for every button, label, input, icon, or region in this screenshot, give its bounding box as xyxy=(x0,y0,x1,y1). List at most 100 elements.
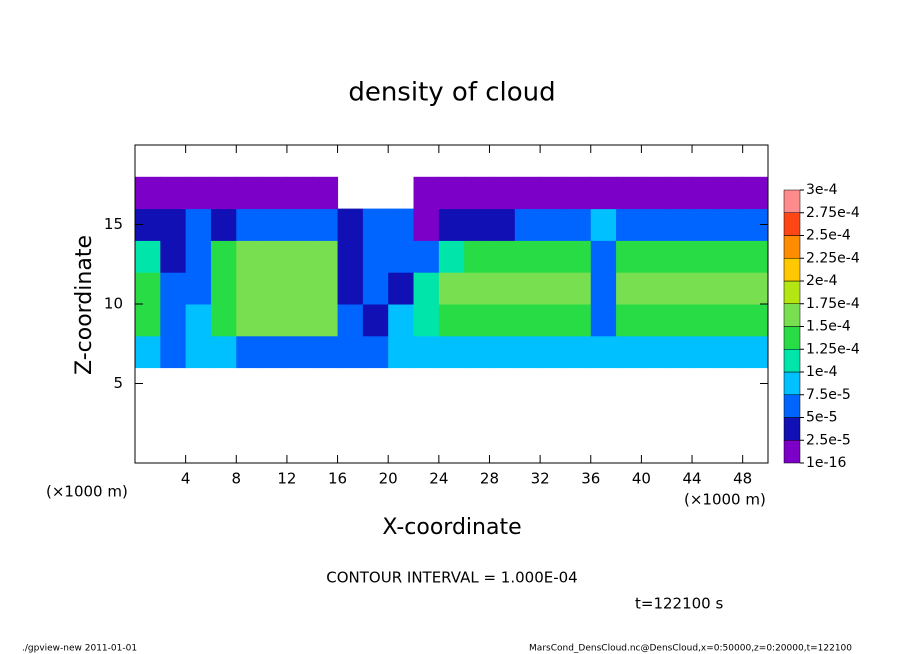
colorbar-label: 5e-5 xyxy=(806,410,837,426)
heatmap-cell xyxy=(388,272,415,305)
heatmap-cell xyxy=(692,304,718,337)
heatmap-cell xyxy=(185,335,212,369)
heatmap-cell xyxy=(666,335,693,369)
heatmap-cell xyxy=(641,208,668,241)
colorbar-label: 2.5e-5 xyxy=(806,432,851,448)
heatmap-cell xyxy=(160,176,187,210)
heatmap-cell xyxy=(160,335,187,369)
heatmap-cell xyxy=(616,208,642,241)
x-axis-label: X-coordinate xyxy=(382,515,521,540)
colorbar-label: 1e-16 xyxy=(806,455,846,471)
heatmap-cell xyxy=(160,304,187,337)
heatmap-cell xyxy=(312,208,339,241)
heatmap-cell xyxy=(210,272,237,305)
heatmap-cell xyxy=(337,304,364,337)
heatmap-cell xyxy=(261,208,288,241)
heatmap-cell xyxy=(590,240,617,273)
heatmap-cell xyxy=(464,304,490,337)
heatmap-cell xyxy=(616,176,642,210)
heatmap-cell xyxy=(489,272,516,305)
heatmap-cell xyxy=(160,272,187,305)
colorbar-label: 1.25e-4 xyxy=(806,341,860,357)
heatmap-cell xyxy=(717,208,744,241)
heatmap-cell xyxy=(362,240,389,273)
heatmap-cell xyxy=(413,335,440,369)
heatmap-cell xyxy=(742,272,769,305)
heatmap-cell xyxy=(717,272,744,305)
heatmap-cell xyxy=(261,176,288,210)
colorbar-band xyxy=(783,189,801,213)
contour-interval: CONTOUR INTERVAL = 1.000E-04 xyxy=(326,569,577,587)
heatmap-cell xyxy=(641,176,668,210)
colorbar-label: 2.75e-4 xyxy=(806,205,860,221)
heatmap-cell xyxy=(641,272,668,305)
colorbar-band xyxy=(783,371,801,395)
heatmap-cell xyxy=(210,240,237,273)
heatmap-cell xyxy=(261,240,288,273)
heatmap-cell xyxy=(489,335,516,369)
heatmap-cell xyxy=(261,335,288,369)
colorbar-label: 1.75e-4 xyxy=(806,296,860,312)
heatmap-cell xyxy=(565,208,592,241)
colorbar-band xyxy=(783,280,801,304)
colorbar-label: 1.5e-4 xyxy=(806,319,851,335)
heatmap-cell xyxy=(388,335,415,369)
heatmap-cell xyxy=(236,208,263,241)
heatmap-cell xyxy=(692,240,718,273)
x-tick-label: 12 xyxy=(277,470,296,488)
heatmap-cell xyxy=(185,176,212,210)
x-unit-right: (×1000 m) xyxy=(684,491,766,509)
heatmap-cell xyxy=(616,335,642,369)
heatmap-cell xyxy=(185,304,212,337)
heatmap-cell xyxy=(514,335,541,369)
y-tick-label: 5 xyxy=(113,374,123,392)
x-tick-label: 16 xyxy=(328,470,347,488)
heatmap-cell xyxy=(438,240,465,273)
heatmap-cell xyxy=(540,335,566,369)
heatmap-cell xyxy=(565,272,592,305)
heatmap-cell xyxy=(210,304,237,337)
heatmap-cell xyxy=(135,335,161,369)
heatmap-cell xyxy=(489,304,516,337)
heatmap-cell xyxy=(438,304,465,337)
colorbar-label: 1e-4 xyxy=(806,364,838,380)
heatmap-cell xyxy=(565,176,592,210)
heatmap-cell xyxy=(413,304,440,337)
heatmap-cell xyxy=(666,272,693,305)
heatmap-cell xyxy=(540,272,566,305)
heatmap-cell xyxy=(565,304,592,337)
x-tick-label: 24 xyxy=(429,470,448,488)
heatmap-cell xyxy=(286,335,313,369)
heatmap-cell xyxy=(312,335,339,369)
colorbar-band xyxy=(783,303,801,327)
heatmap-cell xyxy=(312,272,339,305)
heatmap-cell xyxy=(666,176,693,210)
heatmap-cell xyxy=(717,335,744,369)
heatmap-cell xyxy=(616,240,642,273)
colorbar-band xyxy=(783,417,801,441)
x-tick-label: 32 xyxy=(531,470,550,488)
heatmap-cell xyxy=(135,176,161,210)
heatmap-cell xyxy=(388,208,415,241)
heatmap-cell xyxy=(464,208,490,241)
heatmap-cell xyxy=(160,208,187,241)
heatmap-cell xyxy=(286,272,313,305)
y-tick-label: 10 xyxy=(104,295,123,313)
heatmap-cell xyxy=(312,240,339,273)
heatmap-cell xyxy=(362,272,389,305)
colorbar-band xyxy=(783,440,801,464)
colorbar-band xyxy=(783,394,801,418)
heatmap-cell xyxy=(692,335,718,369)
x-tick-label: 20 xyxy=(379,470,398,488)
heatmap-cell xyxy=(413,176,440,210)
heatmap-cell xyxy=(261,304,288,337)
heatmap-cell xyxy=(742,240,769,273)
heatmap-cell xyxy=(135,272,161,305)
heatmap-cell xyxy=(413,272,440,305)
colorbar-label: 2.5e-4 xyxy=(806,228,851,244)
heatmap-cell xyxy=(185,240,212,273)
heatmap-cell xyxy=(261,272,288,305)
heatmap-cell xyxy=(312,304,339,337)
heatmap-cell xyxy=(413,208,440,241)
heatmap-cell xyxy=(413,240,440,273)
